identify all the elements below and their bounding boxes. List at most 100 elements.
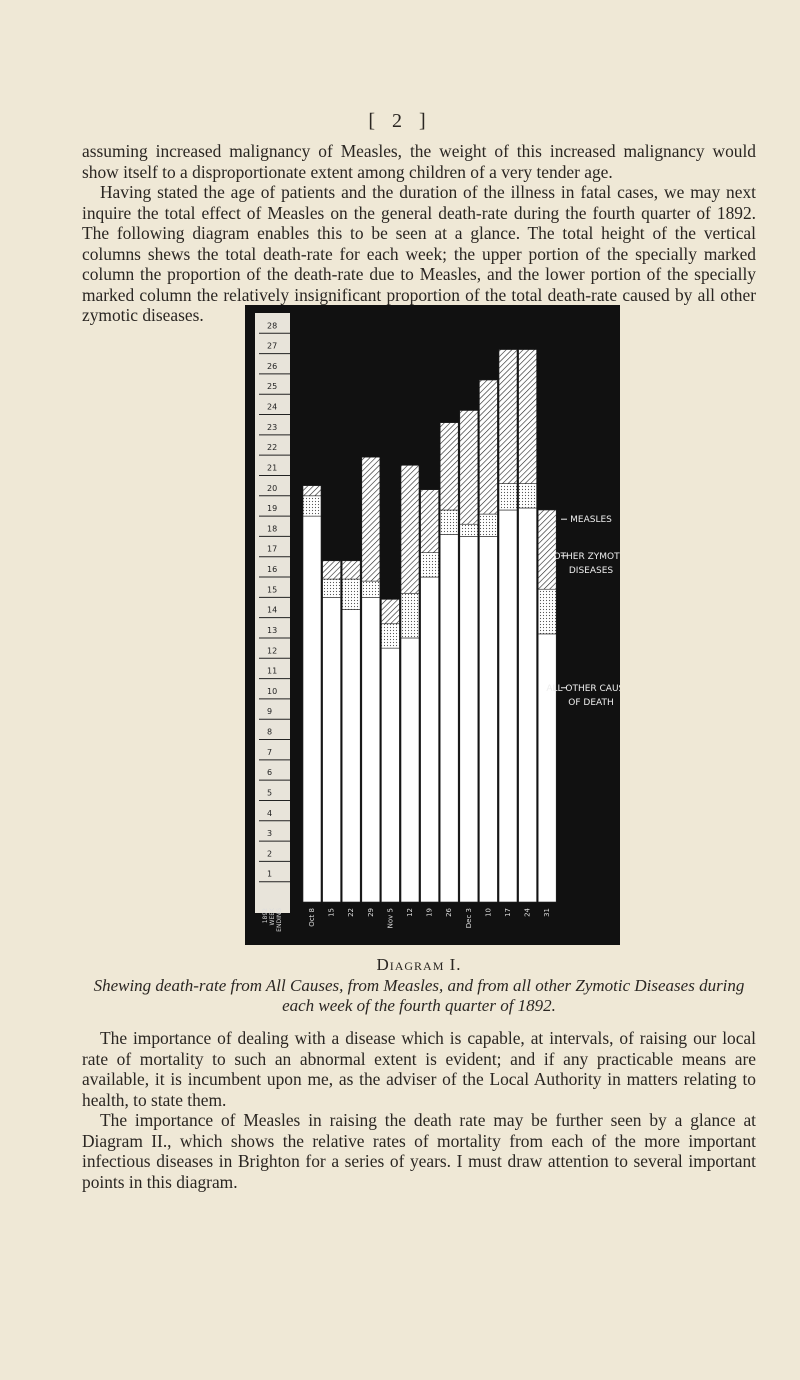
legend-line: OTHER ZYMOTIC bbox=[553, 552, 620, 562]
y-tick-label: 20 bbox=[267, 484, 277, 493]
text-after: The importance of dealing with a disease… bbox=[82, 1028, 756, 1192]
bar-segment bbox=[341, 609, 361, 903]
bar-segment bbox=[361, 597, 381, 903]
bar-segment bbox=[498, 349, 518, 484]
bar-segment bbox=[322, 578, 341, 598]
legend-line: ALL OTHER CAUSES bbox=[546, 684, 620, 694]
x-tick-label: 15 bbox=[328, 908, 336, 917]
y-tick-label: 23 bbox=[267, 423, 277, 432]
y-tick-label: 17 bbox=[267, 545, 277, 554]
x-tick-label: 10 bbox=[484, 908, 492, 917]
x-tick-label: Oct 8 bbox=[308, 908, 316, 927]
x-tick-label: Nov 5 bbox=[386, 908, 394, 928]
y-tick-label: 26 bbox=[267, 362, 277, 371]
bar-segment bbox=[322, 560, 341, 580]
y-tick-label: 13 bbox=[267, 626, 277, 635]
bar-segment bbox=[302, 515, 322, 903]
y-tick-label: 27 bbox=[267, 342, 277, 351]
bar-segment bbox=[400, 592, 420, 639]
bar-segment bbox=[479, 379, 498, 515]
bar-segment bbox=[518, 349, 537, 484]
bar-segment bbox=[537, 633, 557, 903]
bar-segment bbox=[381, 623, 400, 649]
bar-segment bbox=[439, 422, 459, 511]
y-tick-label: 6 bbox=[267, 768, 272, 777]
y-tick-label: 16 bbox=[267, 565, 277, 574]
bar-segment bbox=[420, 552, 439, 578]
bar-segment bbox=[381, 599, 400, 625]
y-tick-label: 18 bbox=[267, 524, 277, 533]
x-axis-title: WEEK bbox=[269, 907, 276, 926]
bar-segment bbox=[361, 580, 381, 598]
y-tick-label: 19 bbox=[267, 504, 277, 513]
bar-segment bbox=[498, 509, 518, 903]
y-tick-label: 22 bbox=[267, 443, 277, 452]
paragraph: assuming increased malignancy of Measles… bbox=[82, 141, 756, 182]
text-before: assuming increased malignancy of Measles… bbox=[82, 141, 756, 326]
y-tick-label: 10 bbox=[267, 687, 277, 696]
x-tick-label: 31 bbox=[543, 908, 551, 917]
bar-segment bbox=[498, 483, 518, 511]
y-tick-label: 24 bbox=[267, 403, 277, 412]
bar-segment bbox=[361, 456, 381, 582]
y-tick-label: 3 bbox=[267, 829, 272, 838]
y-tick-label: 14 bbox=[267, 606, 277, 615]
x-tick-label: Dec 3 bbox=[465, 908, 473, 928]
legend-label: ALL OTHER CAUSES OF DEATH bbox=[546, 684, 620, 708]
y-tick-label: 28 bbox=[267, 321, 277, 330]
bar-segment bbox=[479, 536, 498, 903]
caption-text: Shewing death-rate from All Causes, from… bbox=[93, 976, 745, 1015]
diagram: 1234567891011121314151617181920212223242… bbox=[245, 305, 620, 945]
caption-label: Diagram I. bbox=[376, 955, 462, 974]
bar-segment bbox=[420, 576, 439, 903]
legend-label: OTHER ZYMOTIC DISEASES bbox=[553, 552, 620, 576]
paragraph: The importance of Measles in raising the… bbox=[82, 1110, 756, 1192]
y-tick-label: 21 bbox=[267, 463, 277, 472]
y-tick-label: 9 bbox=[267, 707, 272, 716]
bar-segment bbox=[302, 485, 322, 497]
bar-segment bbox=[439, 534, 459, 903]
bar-segment bbox=[537, 509, 557, 590]
y-tick-label: 15 bbox=[267, 585, 277, 594]
y-tick-label: 12 bbox=[267, 646, 277, 655]
legend-line: OF DEATH bbox=[568, 698, 613, 708]
y-tick-label: 1 bbox=[267, 870, 272, 879]
x-axis-title: ENDING bbox=[276, 908, 283, 932]
legend-line: DISEASES bbox=[569, 566, 614, 576]
bar-segment bbox=[341, 560, 361, 580]
x-axis-title: 1892 bbox=[262, 908, 269, 923]
y-tick-label: 11 bbox=[267, 667, 277, 676]
bar-segment bbox=[479, 513, 498, 537]
paragraph: The importance of dealing with a disease… bbox=[82, 1028, 756, 1110]
scale-strip bbox=[255, 313, 290, 913]
x-tick-label: 22 bbox=[347, 908, 355, 917]
bar-segment bbox=[322, 597, 341, 903]
y-tick-label: 8 bbox=[267, 728, 272, 737]
bar-segment bbox=[537, 588, 557, 635]
y-tick-label: 5 bbox=[267, 788, 272, 797]
bar-segment bbox=[518, 507, 537, 903]
bar-segment bbox=[400, 465, 420, 594]
x-tick-label: 29 bbox=[367, 908, 375, 917]
bar-segment bbox=[439, 509, 459, 535]
bar-segment bbox=[518, 483, 537, 509]
bar-segment bbox=[400, 637, 420, 903]
bar-segment bbox=[420, 489, 439, 553]
y-tick-label: 25 bbox=[267, 382, 277, 391]
bar-segment bbox=[302, 495, 322, 517]
bar-segment bbox=[381, 647, 400, 903]
x-tick-label: 26 bbox=[445, 907, 453, 916]
bar-segment bbox=[459, 536, 479, 903]
x-tick-label: 17 bbox=[504, 908, 512, 917]
y-tick-label: 4 bbox=[267, 809, 272, 818]
bar-segment bbox=[341, 578, 361, 610]
paragraph: Having stated the age of patients and th… bbox=[82, 182, 756, 325]
x-tick-label: 24 bbox=[524, 907, 532, 916]
y-tick-label: 7 bbox=[267, 748, 272, 757]
x-tick-label: 19 bbox=[426, 908, 434, 917]
page-number: [ 2 ] bbox=[368, 110, 432, 132]
x-tick-label: 12 bbox=[406, 908, 414, 917]
bar-segment bbox=[459, 523, 479, 537]
y-tick-label: 2 bbox=[267, 849, 272, 858]
